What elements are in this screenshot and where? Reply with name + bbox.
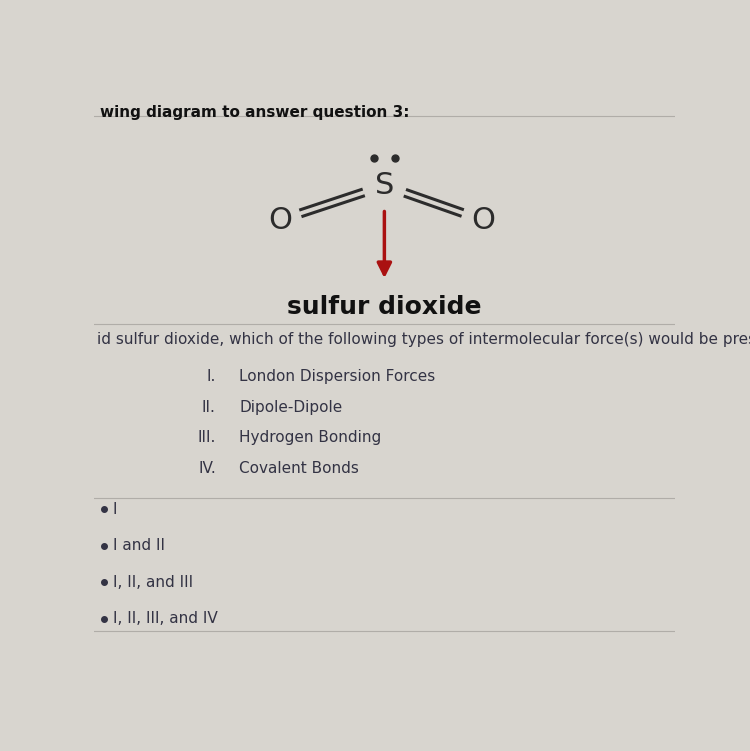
- Text: O: O: [268, 206, 292, 235]
- Text: I and II: I and II: [113, 538, 165, 553]
- Text: id sulfur dioxide, which of the following types of intermolecular force(s) would: id sulfur dioxide, which of the followin…: [97, 332, 750, 347]
- Text: Hydrogen Bonding: Hydrogen Bonding: [239, 430, 381, 445]
- Text: I.: I.: [206, 369, 216, 384]
- Text: Dipole-Dipole: Dipole-Dipole: [239, 400, 342, 415]
- Text: III.: III.: [197, 430, 216, 445]
- Text: I, II, III, and IV: I, II, III, and IV: [113, 611, 218, 626]
- Text: II.: II.: [202, 400, 216, 415]
- Text: O: O: [471, 206, 495, 235]
- Text: I, II, and III: I, II, and III: [113, 575, 193, 590]
- Text: wing diagram to answer question 3:: wing diagram to answer question 3:: [100, 104, 409, 119]
- Text: IV.: IV.: [198, 461, 216, 476]
- Text: S: S: [375, 171, 394, 200]
- Text: Covalent Bonds: Covalent Bonds: [239, 461, 359, 476]
- Text: I: I: [113, 502, 118, 517]
- Text: London Dispersion Forces: London Dispersion Forces: [239, 369, 435, 384]
- Text: sulfur dioxide: sulfur dioxide: [287, 295, 482, 319]
